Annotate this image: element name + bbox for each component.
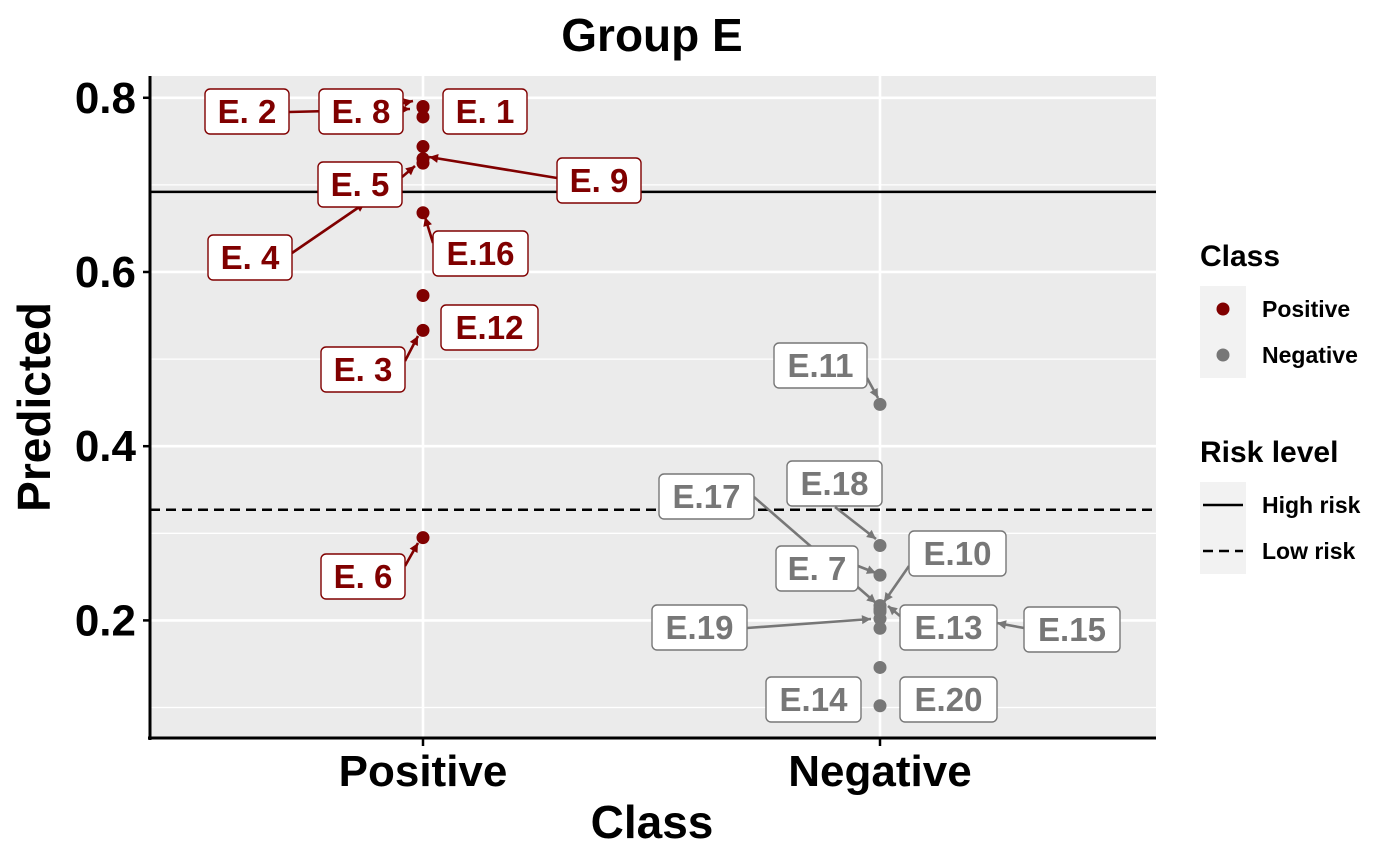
- connector-arrow-e-15: [997, 620, 1007, 630]
- point-e-5: [416, 140, 430, 154]
- label-e-3: E. 3: [334, 351, 393, 388]
- x-tick-label: Positive: [339, 747, 508, 796]
- point-e-14: [873, 660, 887, 674]
- label-box-e-6: [320, 553, 406, 600]
- chart-title: Group E: [561, 9, 742, 61]
- connector-e-19: [746, 617, 872, 630]
- legend-label-positive: Positive: [1262, 296, 1350, 322]
- connector-arrow-e-9: [429, 154, 439, 163]
- label-e-18: E.18: [801, 465, 869, 502]
- label-e-14: E.14: [780, 681, 849, 718]
- connector-e-4: [291, 201, 366, 255]
- label-box-e-15: [1023, 606, 1121, 653]
- connector-arrow-e-7: [865, 565, 876, 574]
- legend-label-high-risk: High risk: [1262, 492, 1361, 518]
- label-e-1: E. 1: [456, 93, 515, 130]
- connector-arrow-e-3: [409, 336, 418, 347]
- point-e-6: [416, 531, 430, 545]
- label-e-5: E. 5: [331, 166, 390, 203]
- label-box-e-8: [318, 88, 404, 135]
- point-e-20: [873, 699, 887, 713]
- connector-arrow-e-13: [888, 606, 898, 616]
- label-box-e-20: [899, 676, 998, 723]
- label-e-17: E.17: [673, 478, 741, 515]
- point-e-2: [416, 110, 430, 124]
- connector-arrow-e-5: [405, 166, 415, 176]
- legend: Class Positive Negative Risk level High …: [1200, 240, 1361, 574]
- connector-arrow-e-6: [409, 543, 418, 554]
- point-e-13: [873, 605, 887, 619]
- connector-arrow-e-17: [866, 593, 876, 603]
- connector-arrow-e-19: [861, 615, 871, 625]
- label-box-e-16: [432, 230, 529, 277]
- legend-key-positive: [1216, 302, 1230, 316]
- label-box-e-10: [908, 530, 1007, 577]
- point-e-8: [416, 100, 430, 114]
- label-e-4: E. 4: [221, 239, 280, 276]
- legend-class-title: Class: [1200, 240, 1280, 273]
- y-tick-label: 0.6: [75, 248, 136, 297]
- label-box-e-14: [765, 676, 862, 723]
- label-box-e-13: [899, 604, 998, 651]
- label-box-e-9: [556, 157, 642, 204]
- label-box-e-4: [207, 234, 293, 281]
- label-box-e-2: [204, 88, 290, 135]
- y-tick-label: 0.8: [75, 74, 136, 123]
- label-e-19: E.19: [666, 609, 734, 646]
- label-box-e-12: [440, 304, 539, 351]
- label-box-e-3: [320, 346, 406, 393]
- label-e-20: E.20: [915, 681, 983, 718]
- label-e-6: E. 6: [334, 558, 393, 595]
- y-axis-title: Predicted: [8, 302, 60, 512]
- legend-label-negative: Negative: [1262, 342, 1358, 368]
- legend-key-negative: [1216, 348, 1230, 362]
- point-e-11: [873, 397, 887, 411]
- label-e-11: E.11: [787, 347, 853, 384]
- label-e-2: E. 2: [218, 93, 277, 130]
- label-e-15: E.15: [1038, 611, 1106, 648]
- label-box-e-1: [442, 88, 528, 135]
- connector-arrow-e-16: [423, 217, 432, 227]
- legend-risk-title: Risk level: [1200, 436, 1338, 469]
- y-tick-label: 0.2: [75, 596, 136, 645]
- label-e-16: E.16: [447, 235, 515, 272]
- point-e-18: [873, 538, 887, 552]
- connector-arrow-e-18: [866, 529, 876, 539]
- label-box-e-18: [786, 460, 883, 507]
- point-e-15: [873, 621, 887, 635]
- point-e-4: [416, 156, 430, 170]
- label-box-e-11: [773, 342, 868, 389]
- label-e-13: E.13: [915, 609, 983, 646]
- legend-label-low-risk: Low risk: [1262, 538, 1356, 564]
- y-tick-label: 0.4: [75, 422, 137, 471]
- x-axis-ticks: Positive Negative: [339, 738, 972, 796]
- label-e-10: E.10: [924, 535, 992, 572]
- label-box-e-7: [775, 545, 859, 592]
- point-e-3: [416, 323, 430, 337]
- label-box-e-19: [651, 604, 748, 651]
- point-e-7: [873, 568, 887, 582]
- label-box-e-17: [658, 473, 755, 520]
- x-tick-label: Negative: [788, 747, 971, 796]
- connector-arrow-e-8: [403, 98, 413, 108]
- x-axis-title: Class: [591, 796, 714, 848]
- connector-arrow-e-10: [884, 592, 893, 602]
- label-box-e-5: [317, 161, 403, 208]
- label-e-9: E. 9: [570, 162, 629, 199]
- point-e-16: [416, 206, 430, 220]
- connector-e-9: [428, 155, 558, 180]
- connector-arrow-e-11: [869, 387, 878, 398]
- point-e-12: [416, 289, 430, 303]
- data-points: [416, 99, 887, 713]
- point-labels: E. 1 E. 2 E. 8 E. 9 E. 5 E. 4 E.16 E.12 E. 3 E. 6…: [204, 88, 1121, 723]
- label-e-7: E. 7: [788, 550, 847, 587]
- label-e-8: E. 8: [332, 93, 391, 130]
- label-e-12: E.12: [456, 309, 524, 346]
- y-axis-ticks: 0.2 0.4 0.6 0.8: [75, 74, 150, 645]
